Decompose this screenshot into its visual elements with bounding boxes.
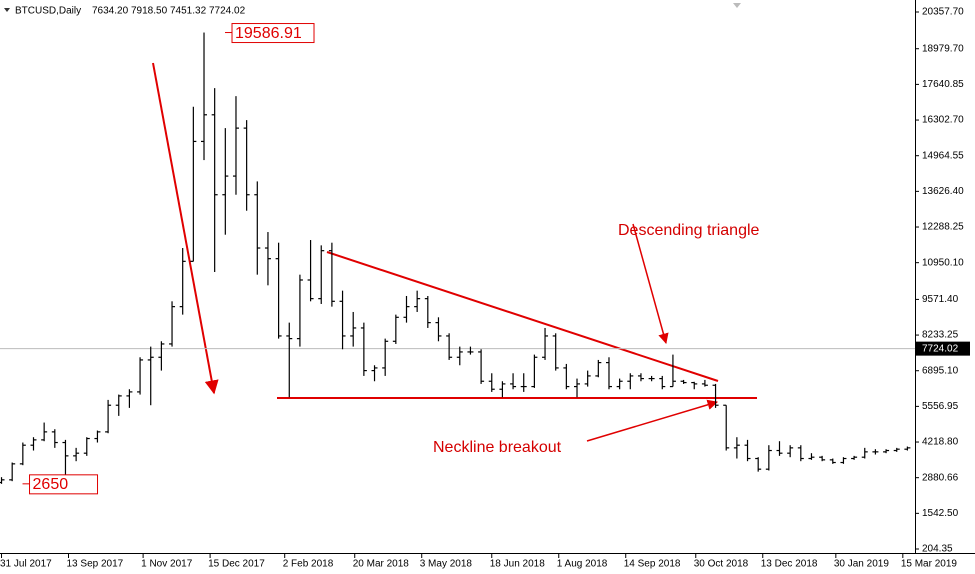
x-tick-label: 18 Jun 2018 — [490, 559, 545, 570]
x-tick-label: 14 Sep 2018 — [624, 559, 681, 570]
low-quote: 7451.32 — [170, 6, 207, 17]
bars — [0, 32, 911, 484]
y-tick-label: 6895.10 — [922, 365, 959, 376]
y-tick-label: 14964.55 — [922, 150, 964, 161]
price-label-box — [916, 341, 970, 356]
drawings — [152, 62, 757, 442]
y-tick-label: 12288.25 — [922, 222, 964, 233]
x-tick-label: 2 Feb 2018 — [283, 559, 334, 570]
callout-box — [29, 474, 99, 495]
y-tick-label: 18979.70 — [922, 43, 964, 54]
triangle-line — [326, 251, 719, 382]
y-tick-label: 5556.95 — [922, 401, 959, 412]
close-quote: 7724.02 — [209, 6, 246, 17]
symbol-icon — [4, 8, 10, 12]
x-tick-label: 3 May 2018 — [420, 559, 473, 570]
x-tick-label: 20 Mar 2018 — [353, 559, 410, 570]
y-tick-label: 1542.50 — [922, 508, 959, 519]
x-tick-label: 31 Jul 2017 — [0, 559, 52, 570]
annotation: Descending triangle — [618, 222, 760, 239]
triangle-arrow — [632, 223, 669, 345]
breakout-arrow — [586, 399, 719, 442]
y-tick-label: 20357.70 — [922, 7, 964, 18]
y-tick-label: 4218.80 — [922, 437, 959, 448]
y-tick-label: 9571.40 — [922, 294, 959, 305]
y-tick-label: 10950.10 — [922, 257, 964, 268]
y-tick-label: 204.35 — [922, 544, 953, 555]
symbol: BTCUSD,Daily — [15, 6, 81, 17]
x-tick-label: 13 Dec 2018 — [761, 559, 818, 570]
annotation: Neckline breakout — [433, 439, 562, 456]
x-tick-label: 1 Nov 2017 — [141, 559, 193, 570]
x-tick-label: 30 Oct 2018 — [694, 559, 749, 570]
x-tick-label: 13 Sep 2017 — [67, 559, 124, 570]
y-tick-label: 17640.85 — [922, 79, 964, 90]
x-tick-label: 15 Dec 2017 — [208, 559, 265, 570]
callout-label: 19586.91 — [235, 25, 302, 42]
y-tick-label: 13626.40 — [922, 186, 964, 197]
price-label: 7724.02 — [922, 343, 959, 354]
y-tick-label: 8233.25 — [922, 330, 959, 341]
y-tick-label: 16302.70 — [922, 115, 964, 126]
callout-box — [231, 23, 315, 44]
x-tick-label: 15 Mar 2019 — [901, 559, 958, 570]
x-tick-label: 1 Aug 2018 — [557, 559, 608, 570]
x-tick-label: 30 Jan 2019 — [834, 559, 889, 570]
shift-marker — [733, 3, 741, 8]
y-tick-label: 2880.66 — [922, 472, 959, 483]
callout-label: 2650 — [33, 476, 69, 493]
open-quote: 7634.20 — [92, 6, 129, 17]
trend-arrow — [152, 62, 219, 395]
high-quote: 7918.50 — [131, 6, 168, 17]
